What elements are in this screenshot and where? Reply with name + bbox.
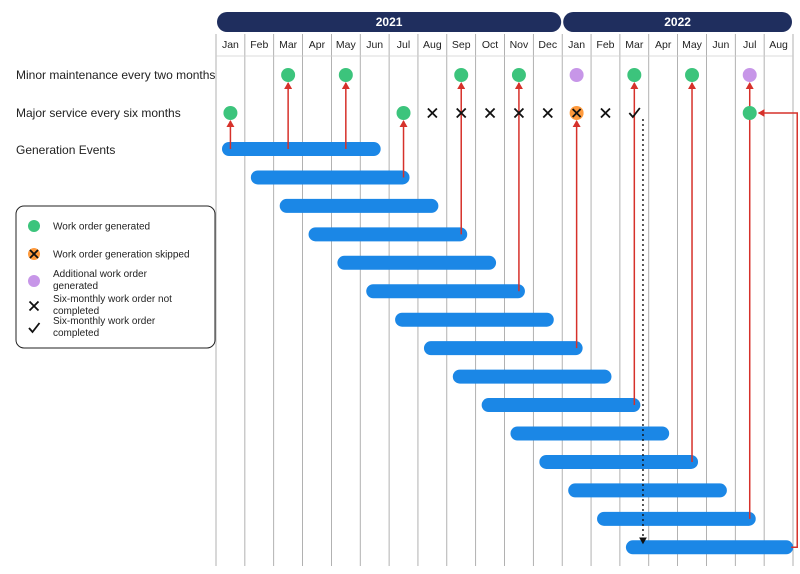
work-order-generated-icon	[28, 220, 40, 232]
month-label: Mar	[279, 39, 298, 51]
work-order-generated-icon	[742, 106, 757, 120]
generation-event-bar	[568, 483, 727, 498]
generation-event-bar	[222, 142, 381, 156]
generation-event-bar	[366, 284, 525, 299]
month-label: Oct	[482, 39, 498, 51]
generation-event-bar	[597, 511, 756, 526]
legend-label-additional: Additional work order generated	[53, 269, 148, 292]
year-banner-2021	[217, 12, 562, 32]
month-label: Jul	[397, 39, 410, 51]
month-label: Apr	[655, 39, 672, 51]
row-label-major: Major service every six months	[16, 106, 181, 120]
month-label: Aug	[769, 39, 788, 51]
generation-event-bar	[481, 398, 641, 413]
work-order-generated-icon	[281, 68, 296, 82]
month-label: Aug	[423, 39, 442, 51]
work-order-generated-icon	[338, 68, 353, 82]
generation-event-bar	[308, 227, 468, 242]
month-label: Jun	[366, 39, 383, 51]
generation-arrows	[226, 82, 798, 549]
not-completed-cross-icon	[513, 107, 525, 119]
month-grid	[215, 34, 794, 566]
not-completed-cross-icon	[600, 107, 611, 119]
month-label: Jul	[743, 39, 756, 51]
additional-work-order-icon	[569, 68, 584, 82]
completed-check-icon	[628, 107, 641, 119]
not-completed-cross-icon	[456, 107, 467, 119]
work-order-markers	[223, 68, 757, 120]
month-label: Feb	[250, 39, 268, 51]
row-label-minor: Minor maintenance every two months	[16, 68, 215, 82]
work-order-generated-icon	[627, 68, 642, 82]
month-label: May	[682, 39, 703, 51]
not-completed-cross-icon	[542, 107, 553, 119]
month-label: Nov	[510, 39, 529, 51]
month-label: Jan	[222, 39, 239, 51]
row-labels: Minor maintenance every two months Major…	[16, 68, 215, 157]
work-order-generated-icon	[511, 68, 526, 82]
generation-event-bar	[510, 426, 670, 441]
generation-event-bar	[539, 454, 699, 469]
year-label: 2021	[376, 15, 403, 29]
legend: Work order generated Work order generatio…	[15, 205, 216, 349]
legend-box	[15, 205, 216, 349]
work-order-generated-icon	[223, 106, 238, 120]
generation-event-bars	[222, 142, 794, 555]
work-order-generated-icon	[685, 68, 700, 82]
routed-generation-arrow	[757, 109, 798, 549]
not-completed-cross-icon	[28, 300, 40, 312]
legend-label-not_completed: Six-monthly work order not completed	[53, 294, 172, 317]
legend-label-completed: Six-monthly work order completed	[53, 316, 156, 339]
legend-label-skipped: Work order generation skipped	[53, 250, 190, 261]
row-label-events: Generation Events	[16, 143, 115, 157]
cross-icon	[29, 249, 39, 259]
year-label: 2022	[664, 15, 691, 29]
generation-event-bar	[337, 255, 497, 270]
generation-event-bar	[423, 341, 583, 356]
cross-icon	[571, 108, 582, 118]
month-label: Dec	[538, 39, 557, 51]
completed-check-icon	[28, 322, 41, 334]
additional-work-order-icon	[742, 68, 757, 82]
not-completed-cross-icon	[484, 107, 496, 119]
work-order-generated-icon	[454, 68, 469, 82]
month-label: Jun	[712, 39, 729, 51]
legend-label-generated: Work order generated	[53, 222, 150, 233]
month-label: Feb	[596, 39, 614, 51]
timeline-header: 2021 2022 Jan Feb Mar Apr May Jun Jul Aug Sep Oct No…	[216, 12, 793, 57]
generation-event-bar	[395, 312, 554, 327]
month-label: May	[336, 39, 357, 51]
additional-work-order-icon	[28, 275, 40, 287]
work-order-generated-icon	[396, 106, 411, 120]
month-label: Apr	[309, 39, 326, 51]
month-label: Sep	[452, 39, 471, 51]
generation-event-bar	[625, 540, 794, 555]
month-label: Jan	[568, 39, 585, 51]
generation-event-bar	[279, 198, 439, 213]
generation-event-bar	[250, 170, 410, 185]
month-label: Mar	[625, 39, 644, 51]
generation-event-bar	[452, 369, 612, 384]
not-completed-cross-icon	[427, 107, 438, 119]
year-banner-2022	[563, 12, 792, 32]
